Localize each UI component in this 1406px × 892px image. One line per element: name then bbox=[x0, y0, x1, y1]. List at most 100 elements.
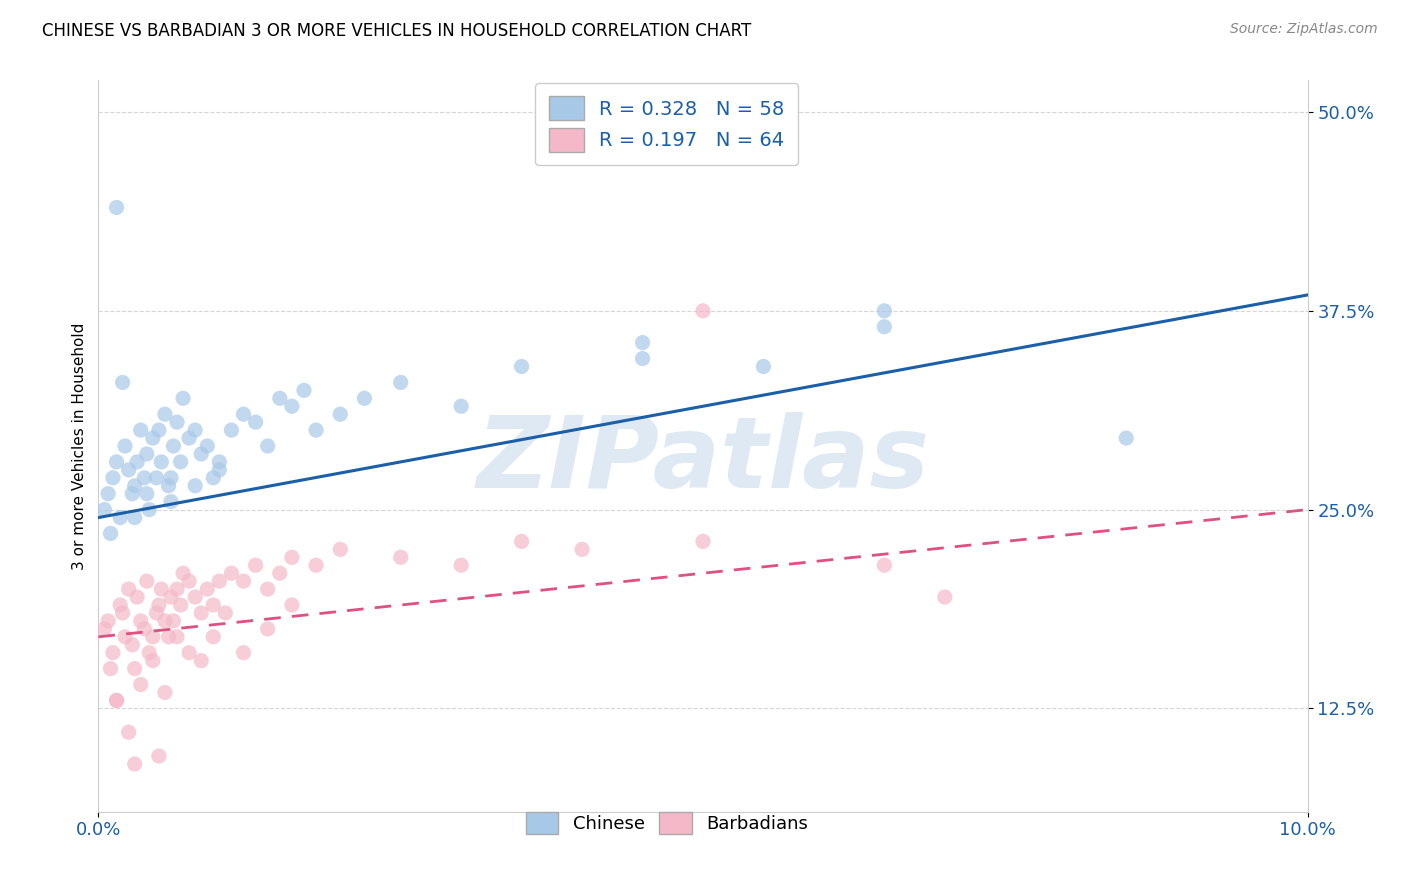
Point bbox=[129, 423, 152, 437]
Point bbox=[450, 558, 472, 573]
Point bbox=[129, 677, 152, 691]
Point bbox=[179, 574, 201, 589]
Point bbox=[873, 558, 896, 573]
Point bbox=[269, 566, 291, 581]
Point bbox=[873, 303, 896, 318]
Point bbox=[269, 392, 291, 406]
Point bbox=[153, 614, 176, 628]
Point bbox=[329, 542, 352, 557]
Point bbox=[389, 550, 412, 565]
Point bbox=[179, 646, 201, 660]
Point bbox=[208, 455, 231, 469]
Y-axis label: 3 or more Vehicles in Household: 3 or more Vehicles in Household bbox=[72, 322, 87, 570]
Point bbox=[93, 622, 115, 636]
Point bbox=[169, 455, 191, 469]
Point bbox=[631, 335, 654, 350]
Point bbox=[105, 201, 128, 215]
Point bbox=[129, 614, 152, 628]
Point bbox=[214, 606, 236, 620]
Text: CHINESE VS BARBADIAN 3 OR MORE VEHICLES IN HOUSEHOLD CORRELATION CHART: CHINESE VS BARBADIAN 3 OR MORE VEHICLES … bbox=[42, 22, 751, 40]
Point bbox=[114, 630, 136, 644]
Point bbox=[105, 693, 128, 707]
Point bbox=[195, 439, 218, 453]
Point bbox=[162, 614, 184, 628]
Point bbox=[510, 534, 533, 549]
Point bbox=[329, 407, 352, 421]
Point bbox=[153, 407, 176, 421]
Point bbox=[232, 646, 254, 660]
Point bbox=[1115, 431, 1137, 445]
Point bbox=[127, 590, 149, 604]
Point bbox=[135, 486, 157, 500]
Point bbox=[101, 646, 124, 660]
Point bbox=[142, 654, 165, 668]
Point bbox=[389, 376, 412, 390]
Point bbox=[232, 574, 254, 589]
Point bbox=[124, 757, 146, 772]
Point bbox=[148, 749, 170, 764]
Point bbox=[166, 630, 188, 644]
Point bbox=[124, 662, 146, 676]
Point bbox=[281, 598, 304, 612]
Point bbox=[873, 319, 896, 334]
Text: Source: ZipAtlas.com: Source: ZipAtlas.com bbox=[1230, 22, 1378, 37]
Point bbox=[232, 407, 254, 421]
Point bbox=[934, 590, 956, 604]
Point bbox=[190, 654, 212, 668]
Point bbox=[108, 510, 131, 524]
Text: ZIPatlas: ZIPatlas bbox=[477, 412, 929, 509]
Point bbox=[281, 399, 304, 413]
Point bbox=[121, 486, 143, 500]
Point bbox=[195, 582, 218, 596]
Point bbox=[166, 582, 188, 596]
Point bbox=[124, 510, 146, 524]
Point bbox=[148, 423, 170, 437]
Point bbox=[105, 455, 128, 469]
Point bbox=[172, 392, 194, 406]
Point bbox=[121, 638, 143, 652]
Point bbox=[114, 439, 136, 453]
Point bbox=[202, 630, 225, 644]
Point bbox=[245, 558, 267, 573]
Point bbox=[105, 693, 128, 707]
Point bbox=[221, 566, 243, 581]
Point bbox=[208, 574, 231, 589]
Point bbox=[100, 526, 122, 541]
Point bbox=[169, 598, 191, 612]
Point bbox=[97, 614, 120, 628]
Point bbox=[100, 662, 122, 676]
Point bbox=[179, 431, 201, 445]
Point bbox=[145, 471, 167, 485]
Point bbox=[752, 359, 775, 374]
Point bbox=[135, 574, 157, 589]
Point bbox=[135, 447, 157, 461]
Point bbox=[353, 392, 375, 406]
Point bbox=[292, 384, 315, 398]
Point bbox=[150, 455, 173, 469]
Point bbox=[157, 630, 180, 644]
Point bbox=[124, 479, 146, 493]
Point bbox=[190, 606, 212, 620]
Point bbox=[202, 598, 225, 612]
Point bbox=[134, 471, 156, 485]
Point bbox=[111, 376, 134, 390]
Point bbox=[208, 463, 231, 477]
Point bbox=[118, 582, 141, 596]
Point bbox=[138, 646, 160, 660]
Point bbox=[118, 463, 141, 477]
Point bbox=[138, 502, 160, 516]
Point bbox=[256, 439, 278, 453]
Point bbox=[142, 431, 165, 445]
Point bbox=[166, 415, 188, 429]
Point bbox=[184, 479, 207, 493]
Point bbox=[145, 606, 167, 620]
Point bbox=[256, 622, 278, 636]
Point bbox=[172, 566, 194, 581]
Point bbox=[221, 423, 243, 437]
Point bbox=[101, 471, 124, 485]
Point bbox=[281, 550, 304, 565]
Point bbox=[111, 606, 134, 620]
Point bbox=[510, 359, 533, 374]
Point bbox=[160, 471, 183, 485]
Point bbox=[93, 502, 115, 516]
